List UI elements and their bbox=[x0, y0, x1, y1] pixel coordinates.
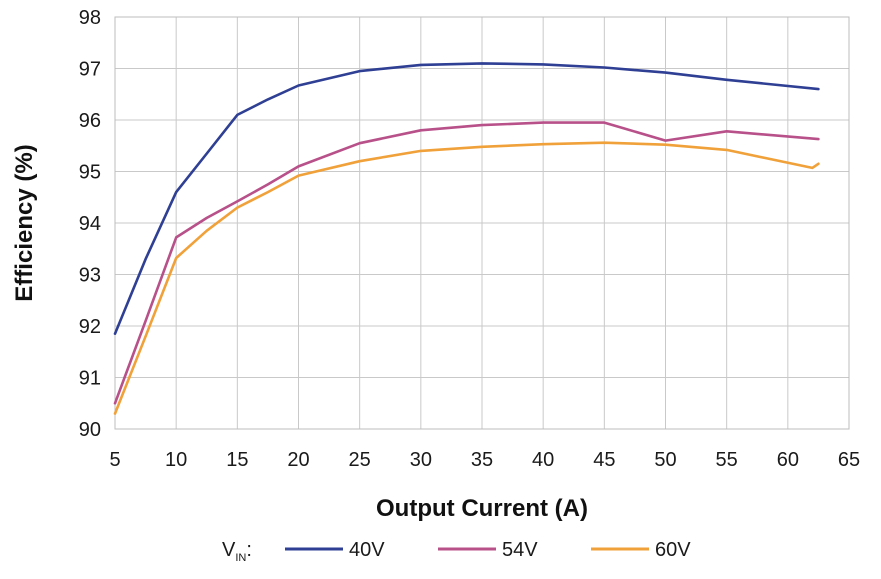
y-tick-label: 98 bbox=[79, 7, 101, 29]
x-tick-label: 15 bbox=[226, 449, 248, 471]
x-tick-label: 60 bbox=[777, 449, 799, 471]
series-layer bbox=[113, 62, 820, 415]
plot-frame bbox=[114, 16, 850, 430]
x-tick-label: 20 bbox=[287, 449, 309, 471]
tick-labels: 5 10 15 20 25 30 35 40 45 50 55 60 65 90 91 92 93 94 95 96 9… bbox=[79, 7, 860, 471]
y-tick-label: 96 bbox=[79, 110, 101, 132]
legend-prefix-suffix: : bbox=[246, 539, 252, 561]
series-line-60v bbox=[113, 141, 820, 415]
legend-prefix: VIN: bbox=[222, 539, 252, 564]
y-tick-label: 94 bbox=[79, 213, 101, 235]
y-tick-label: 92 bbox=[79, 316, 101, 338]
x-axis-title: Output Current (A) bbox=[376, 495, 588, 522]
x-tick-label: 40 bbox=[532, 449, 554, 471]
y-tick-label: 95 bbox=[79, 162, 101, 184]
y-axis-title: Efficiency (%) bbox=[11, 144, 38, 301]
y-tick-label: 91 bbox=[79, 368, 101, 390]
series-line-54v bbox=[113, 121, 820, 405]
legend-label-40v: 40V bbox=[349, 539, 385, 561]
x-tick-label: 50 bbox=[654, 449, 676, 471]
grid-layer bbox=[114, 16, 850, 430]
legend-label-54v: 54V bbox=[502, 539, 538, 561]
series-line-40v bbox=[113, 62, 820, 336]
x-tick-label: 30 bbox=[410, 449, 432, 471]
x-tick-label: 45 bbox=[593, 449, 615, 471]
x-tick-label: 25 bbox=[349, 449, 371, 471]
y-tick-label: 93 bbox=[79, 265, 101, 287]
x-tick-label: 35 bbox=[471, 449, 493, 471]
y-tick-label: 97 bbox=[79, 59, 101, 81]
legend-prefix-sub: IN bbox=[235, 552, 246, 564]
y-tick-label: 90 bbox=[79, 419, 101, 441]
legend: VIN: 40V 54V 60V bbox=[222, 539, 691, 564]
legend-prefix-main: V bbox=[222, 539, 236, 561]
x-tick-label: 65 bbox=[838, 449, 860, 471]
legend-entries: 40V 54V 60V bbox=[285, 539, 691, 561]
x-tick-label: 55 bbox=[716, 449, 738, 471]
x-tick-label: 5 bbox=[109, 449, 120, 471]
x-tick-label: 10 bbox=[165, 449, 187, 471]
legend-label-60v: 60V bbox=[655, 539, 691, 561]
